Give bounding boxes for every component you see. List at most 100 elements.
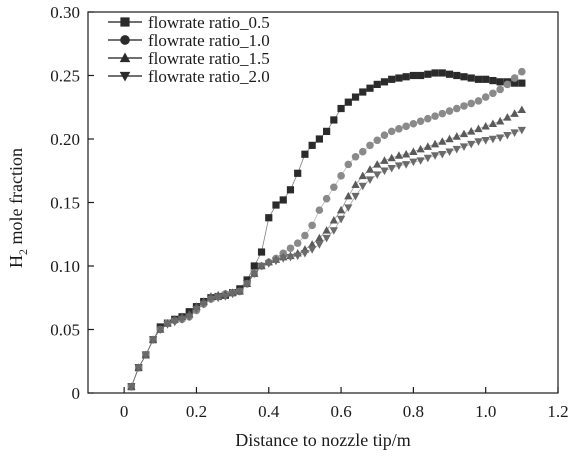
data-point bbox=[228, 290, 237, 299]
data-point bbox=[402, 149, 411, 158]
data-point bbox=[279, 255, 288, 263]
data-point bbox=[467, 74, 475, 82]
data-point bbox=[351, 192, 360, 201]
legend-item-3: flowrate ratio_1.5 bbox=[108, 49, 270, 68]
data-point bbox=[387, 164, 396, 173]
data-point bbox=[474, 138, 483, 146]
data-point bbox=[329, 215, 338, 224]
legend-label: flowrate ratio_2.0 bbox=[148, 67, 270, 86]
data-point bbox=[395, 74, 403, 82]
data-point bbox=[445, 148, 454, 157]
data-point bbox=[315, 233, 324, 242]
x-axis-title: Distance to nozzle tip/m bbox=[235, 430, 410, 450]
data-point bbox=[286, 186, 295, 194]
data-point bbox=[322, 194, 331, 203]
data-point bbox=[409, 71, 417, 80]
data-point bbox=[308, 221, 316, 230]
y-tick-label: 0.20 bbox=[50, 130, 80, 149]
data-point bbox=[380, 78, 389, 86]
data-point bbox=[293, 252, 302, 261]
legend-item-4: flowrate ratio_2.0 bbox=[108, 67, 270, 86]
x-tick-label: 0.4 bbox=[258, 402, 280, 421]
data-point bbox=[373, 136, 382, 145]
data-point bbox=[323, 127, 331, 135]
data-point bbox=[503, 80, 512, 89]
data-point bbox=[351, 180, 360, 188]
data-point bbox=[518, 67, 526, 76]
data-point bbox=[272, 201, 280, 209]
data-point bbox=[489, 76, 497, 85]
legend-marker bbox=[119, 52, 131, 63]
series-3 bbox=[127, 105, 526, 390]
data-point bbox=[351, 153, 360, 161]
data-point bbox=[344, 191, 353, 200]
data-point bbox=[344, 160, 353, 169]
data-point bbox=[235, 288, 244, 296]
y-axis-title-rest: mole fraction bbox=[6, 148, 26, 249]
data-point bbox=[416, 157, 425, 165]
y-axis-title-subscript: 2 bbox=[16, 249, 30, 255]
data-point bbox=[445, 107, 454, 115]
data-point bbox=[358, 182, 367, 191]
y-axis-title-main: H bbox=[6, 255, 26, 268]
data-point bbox=[322, 226, 331, 234]
data-point bbox=[366, 141, 374, 150]
data-point bbox=[423, 154, 432, 163]
data-point bbox=[294, 169, 302, 177]
data-point bbox=[474, 75, 483, 83]
data-point bbox=[156, 326, 165, 334]
data-point bbox=[460, 73, 468, 81]
data-point bbox=[503, 131, 512, 140]
data-point bbox=[380, 167, 389, 176]
data-point bbox=[517, 126, 526, 135]
data-point bbox=[286, 244, 295, 252]
data-point bbox=[358, 171, 367, 180]
data-point bbox=[373, 80, 381, 88]
data-point bbox=[430, 152, 440, 160]
data-point bbox=[394, 151, 404, 159]
data-point bbox=[387, 127, 396, 136]
data-point bbox=[271, 257, 281, 266]
data-point bbox=[329, 227, 338, 235]
data-point bbox=[199, 300, 208, 309]
data-point bbox=[279, 196, 287, 204]
data-point bbox=[380, 131, 389, 139]
data-point bbox=[488, 119, 498, 127]
data-point bbox=[517, 105, 526, 114]
data-point bbox=[416, 117, 425, 125]
data-point bbox=[459, 143, 469, 151]
data-point bbox=[330, 116, 338, 124]
data-point bbox=[481, 137, 490, 145]
data-point bbox=[474, 124, 483, 133]
data-point bbox=[388, 75, 396, 83]
data-point bbox=[301, 150, 309, 158]
data-point bbox=[330, 183, 338, 192]
data-point bbox=[496, 134, 505, 143]
data-point bbox=[192, 305, 201, 314]
data-point bbox=[286, 253, 295, 262]
svg-text:H2 mole fraction: H2 mole fraction bbox=[6, 148, 30, 268]
data-point bbox=[438, 151, 447, 159]
data-point bbox=[518, 79, 526, 87]
data-point bbox=[424, 114, 432, 123]
data-point bbox=[416, 144, 425, 153]
data-point bbox=[467, 99, 476, 108]
data-point bbox=[351, 93, 360, 101]
y-tick-label: 0.10 bbox=[50, 257, 80, 276]
y-tick-label: 0.15 bbox=[50, 194, 80, 213]
data-point bbox=[430, 139, 440, 148]
data-point bbox=[308, 240, 317, 248]
data-point bbox=[394, 162, 404, 170]
data-point bbox=[337, 104, 345, 113]
data-point bbox=[250, 262, 258, 270]
data-point bbox=[481, 93, 490, 101]
data-point bbox=[481, 121, 490, 130]
axes: 0 0.2 0.4 0.6 0.8 1.0 1.2 0 0.05 0.10 0.15 0.20 0.25… bbox=[50, 3, 568, 421]
data-point bbox=[336, 205, 346, 214]
data-point bbox=[301, 231, 309, 240]
data-point bbox=[452, 145, 461, 154]
data-point bbox=[489, 89, 497, 98]
data-point bbox=[474, 97, 483, 105]
data-point bbox=[409, 158, 418, 167]
